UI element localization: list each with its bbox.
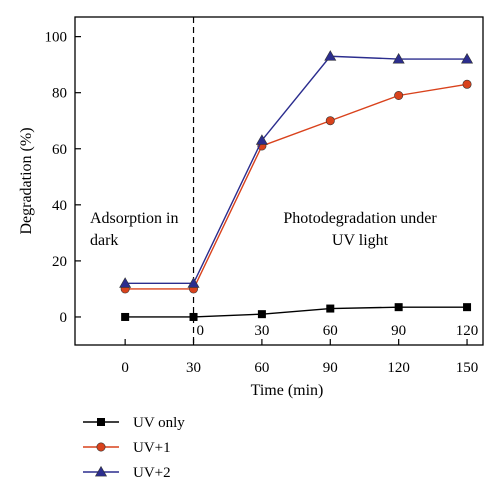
data-point xyxy=(394,90,404,100)
series-line xyxy=(125,306,468,318)
y-tick-label: 60 xyxy=(52,142,67,158)
data-point xyxy=(119,277,132,288)
series-line xyxy=(125,83,468,290)
y-tick-label: 0 xyxy=(60,310,68,326)
x-secondary-tick-label: 120 xyxy=(456,323,479,339)
y-tick-label: 40 xyxy=(52,198,67,214)
legend-label: UV+2 xyxy=(133,465,171,481)
legend-marker xyxy=(94,465,108,477)
annotation-adsorption-line: dark xyxy=(90,232,118,249)
x-tick-label: 120 xyxy=(387,360,410,376)
data-point xyxy=(392,52,405,64)
x-tick-label: 30 xyxy=(186,360,201,376)
x-secondary-tick-label: 60 xyxy=(323,323,338,339)
data-point xyxy=(324,50,337,61)
annotation-photodegradation-line: Photodegradation under xyxy=(283,210,437,227)
data-point xyxy=(326,304,335,313)
series-line xyxy=(125,55,468,285)
plot-area: 0 20 40 60 80 100 0 30 60 90 120 150 0 30 60 90 120 Time … xyxy=(18,16,484,399)
annotation-photodegradation-line: UV light xyxy=(332,232,389,249)
x-tick-label: 0 xyxy=(121,360,129,376)
legend-label: UV+1 xyxy=(133,440,171,456)
legend-label: UV only xyxy=(133,415,185,431)
x-tick-label: 150 xyxy=(456,360,479,376)
x-secondary-tick-label: 0 xyxy=(197,323,205,339)
data-point xyxy=(461,52,474,64)
legend: UV only UV+1 UV+2 xyxy=(83,415,185,481)
data-point xyxy=(255,134,268,145)
data-point xyxy=(462,79,472,89)
data-point xyxy=(187,277,200,288)
legend-marker xyxy=(96,442,106,452)
plot-frame xyxy=(74,16,484,346)
y-tick-label: 100 xyxy=(45,30,68,46)
x-secondary-tick-label: 30 xyxy=(254,323,269,339)
x-secondary-tick-label: 90 xyxy=(391,323,406,339)
data-point xyxy=(257,310,266,319)
y-tick-label: 80 xyxy=(52,86,67,102)
x-axis-label: Time (min) xyxy=(251,382,324,399)
x-tick-label: 60 xyxy=(254,360,269,376)
annotation-adsorption-line: Adsorption in xyxy=(90,210,178,227)
data-point xyxy=(463,303,472,312)
data-point xyxy=(325,116,335,126)
y-axis-label: Degradation (%) xyxy=(18,127,35,234)
y-tick-label: 20 xyxy=(52,254,67,270)
legend-marker xyxy=(97,418,105,426)
data-point xyxy=(394,303,403,312)
x-tick-label: 90 xyxy=(323,360,338,376)
data-point xyxy=(189,312,198,321)
data-point xyxy=(121,312,130,321)
